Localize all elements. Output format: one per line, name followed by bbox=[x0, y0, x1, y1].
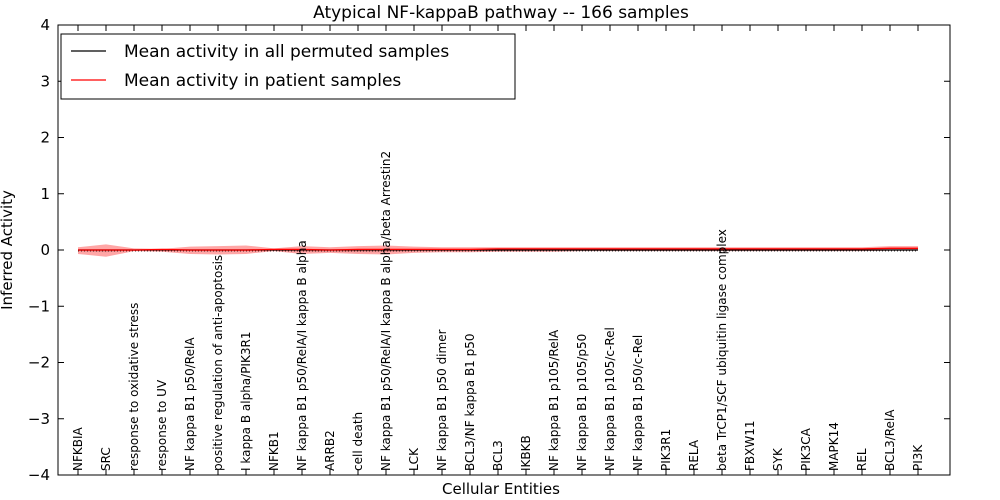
legend: Mean activity in all permuted samples Me… bbox=[60, 33, 516, 100]
x-category-label: NF kappa B1 p105/c-Rel bbox=[603, 327, 617, 471]
y-tick-label: −2 bbox=[28, 354, 50, 372]
x-category-label: PIK3CA bbox=[799, 427, 813, 471]
x-axis: NFKBIA SRC response to oxidative stress res… bbox=[71, 25, 925, 475]
y-axis-label: Inferred Activity bbox=[0, 190, 16, 310]
chart-title: Atypical NF-kappaB pathway -- 166 sample… bbox=[313, 3, 689, 23]
y-tick-label: 3 bbox=[40, 72, 50, 90]
legend-label-patient: Mean activity in patient samples bbox=[124, 71, 401, 91]
x-category-label: BCL3/NF kappa B1 p50 bbox=[463, 333, 477, 471]
series-lines bbox=[78, 247, 918, 252]
x-category-label: cell death bbox=[351, 412, 365, 471]
x-category-label: NF kappa B1 p105/RelA bbox=[547, 329, 561, 471]
legend-box bbox=[60, 33, 516, 100]
x-category-label: RELA bbox=[687, 439, 701, 471]
x-category-label: PI3K bbox=[911, 444, 925, 471]
y-tick-label: 0 bbox=[40, 241, 50, 259]
x-category-label: positive regulation of anti-apoptosis bbox=[211, 255, 225, 471]
x-category-label: NF kappa B1 p50/RelA bbox=[183, 337, 197, 471]
x-category-label: REL bbox=[855, 448, 869, 471]
x-category-label: NF kappa B1 p50/RelA/I kappa B alpha bbox=[295, 240, 309, 471]
y-axis: 4 3 2 1 0 −1 −2 −3 −4 bbox=[28, 16, 950, 484]
y-tick-label: −3 bbox=[28, 410, 50, 428]
x-category-label: NFKBIA bbox=[71, 426, 85, 471]
x-category-label: NF kappa B1 p50 dimer bbox=[435, 329, 449, 471]
x-category-label: NF kappa B1 p105/p50 bbox=[575, 334, 589, 471]
series-line-1 bbox=[78, 247, 918, 251]
x-category-label: NFKB1 bbox=[267, 431, 281, 471]
x-category-label: FBXW11 bbox=[743, 421, 757, 472]
legend-label-permuted: Mean activity in all permuted samples bbox=[124, 42, 449, 62]
y-tick-label: 4 bbox=[40, 16, 50, 34]
y-tick-label: −1 bbox=[28, 297, 50, 315]
y-tick-label: −4 bbox=[28, 466, 50, 484]
x-category-label: PIK3R1 bbox=[659, 429, 673, 471]
x-category-label: response to UV bbox=[155, 379, 169, 471]
x-category-label: BCL3/RelA bbox=[883, 409, 897, 471]
x-category-label: MAPK14 bbox=[827, 422, 841, 471]
x-category-label: NF kappa B1 p50/c-Rel bbox=[631, 335, 645, 471]
x-category-label: SYK bbox=[771, 447, 785, 471]
x-category-label: beta TrCP1/SCF ubiquitin ligase complex bbox=[715, 229, 729, 471]
x-category-label: IKBKB bbox=[519, 435, 533, 471]
x-category-label: LCK bbox=[407, 447, 421, 471]
x-category-label: response to oxidative stress bbox=[127, 303, 141, 471]
x-axis-label: Cellular Entities bbox=[442, 480, 560, 498]
x-category-label: BCL3 bbox=[491, 440, 505, 471]
x-category-label: SRC bbox=[99, 447, 113, 471]
x-category-label: NF kappa B1 p50/RelA/I kappa B alpha/bet… bbox=[379, 151, 393, 471]
x-category-label: I kappa B alpha/PIK3R1 bbox=[239, 332, 253, 471]
y-tick-label: 1 bbox=[40, 185, 50, 203]
y-tick-label: 2 bbox=[40, 129, 50, 147]
x-category-label: ARRB2 bbox=[323, 430, 337, 471]
